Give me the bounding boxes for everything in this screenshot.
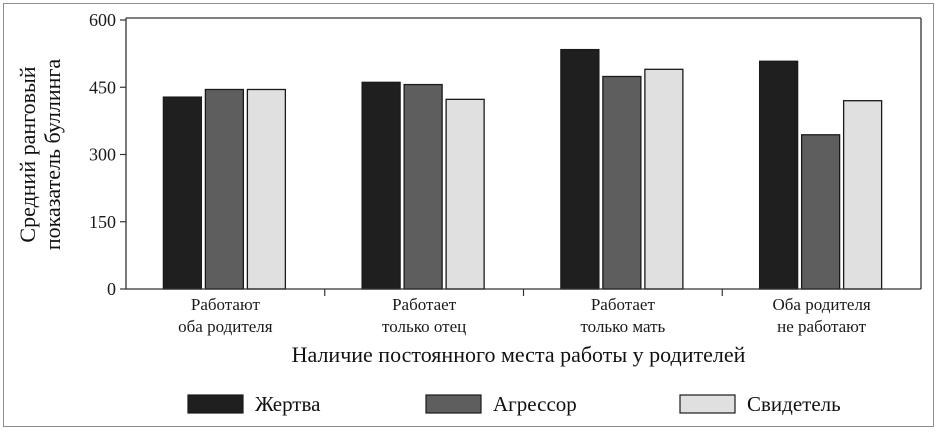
x-tick-label: оба родителя xyxy=(178,317,273,336)
bar-2-3 xyxy=(602,75,642,290)
bar-2-2 xyxy=(403,83,443,290)
x-tick-label: только мать xyxy=(580,317,665,336)
bar-1-3 xyxy=(560,48,600,290)
legend-swatch-2 xyxy=(425,394,482,414)
legend-label-1: Жертва xyxy=(255,392,321,416)
y-tick-label: 150 xyxy=(89,212,116,232)
y-tick-label: 0 xyxy=(107,279,116,299)
legend-swatch-3 xyxy=(679,394,736,414)
category-labels: Работают оба родителя Работает только отец Р… xyxy=(178,295,871,336)
x-tick-label: не работают xyxy=(777,317,867,336)
y-axis-title-line: Средний ранговый xyxy=(15,66,40,242)
y-tick-label: 450 xyxy=(89,77,116,97)
x-tick-label: только отец xyxy=(382,317,466,336)
bar-3-4 xyxy=(842,100,883,290)
legend-label-3: Свидетель xyxy=(747,392,841,416)
bar-3-3 xyxy=(644,68,684,290)
bar-2-4 xyxy=(800,134,841,290)
axes xyxy=(125,17,922,296)
x-tick-label: Работает xyxy=(392,295,457,314)
legend-label-2: Агрессор xyxy=(493,392,577,416)
x-tick-label: Оба родителя xyxy=(772,295,870,314)
legend-swatch-1 xyxy=(187,394,244,414)
bar-3-1 xyxy=(246,88,287,290)
legend: Жертва Агрессор Свидетель xyxy=(187,392,841,416)
chart-frame xyxy=(3,3,934,427)
bar-1-1 xyxy=(162,96,203,290)
x-axis-title: Наличие постоянного места работы у родит… xyxy=(292,342,746,367)
y-axis-ticks: 0 150 300 450 600 xyxy=(89,10,126,299)
y-axis-title-line: показатель буллинга xyxy=(40,59,65,251)
bar-2-1 xyxy=(204,88,245,290)
bar-3-2 xyxy=(445,98,485,290)
y-tick-label: 600 xyxy=(89,10,116,30)
bar-1-4 xyxy=(758,60,799,290)
y-axis-title: Средний ранговый показатель буллинга xyxy=(15,59,65,251)
x-tick-label: Работают xyxy=(191,295,261,314)
bar-1-2 xyxy=(361,81,401,290)
y-tick-label: 300 xyxy=(89,145,116,165)
bars xyxy=(162,48,883,290)
x-tick-label: Работает xyxy=(591,295,656,314)
